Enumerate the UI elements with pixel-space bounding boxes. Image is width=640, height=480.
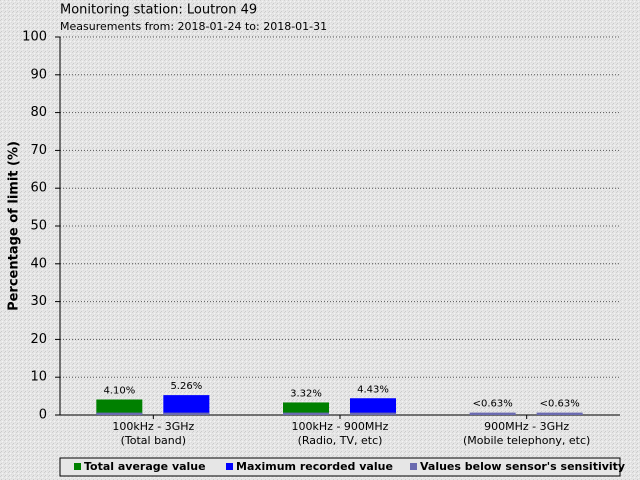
bar: [96, 412, 143, 415]
value-label: <0.63%: [473, 399, 513, 410]
bar: [469, 412, 516, 415]
bar: [163, 412, 210, 415]
bar: [350, 398, 396, 415]
y-tick-label: 40: [30, 256, 47, 271]
legend-swatch: [410, 463, 417, 470]
value-label: 4.10%: [103, 386, 135, 397]
y-axis-title: Percentage of limit (%): [7, 141, 22, 311]
value-label: 3.32%: [290, 388, 322, 399]
legend-label: Maximum recorded value: [236, 460, 393, 473]
chart-title: Monitoring station: Loutron 49: [60, 3, 257, 18]
legend-swatch: [74, 463, 81, 470]
bar: [96, 399, 143, 415]
y-tick-label: 50: [30, 219, 47, 234]
y-tick-label: 100: [22, 30, 47, 45]
value-label: 4.43%: [357, 384, 389, 395]
legend-label: Total average value: [84, 460, 206, 473]
y-tick-label: 60: [30, 181, 47, 196]
chart-subtitle: Measurements from: 2018-01-24 to: 2018-0…: [60, 20, 327, 33]
y-tick-label: 20: [30, 332, 47, 347]
bar: [163, 395, 210, 415]
bar: [350, 412, 396, 415]
y-tick-label: 80: [30, 105, 47, 120]
x-tick-label: (Mobile telephony, etc): [463, 434, 590, 447]
legend-swatch: [226, 463, 233, 470]
x-tick-label: 100kHz - 3GHz: [112, 420, 194, 433]
x-tick-label: (Radio, TV, etc): [298, 434, 383, 447]
x-tick-label: 100kHz - 900MHz: [292, 420, 389, 433]
bar: [283, 412, 329, 415]
y-tick-label: 70: [30, 143, 47, 158]
y-tick-label: 0: [39, 408, 47, 423]
bar: [536, 412, 583, 415]
y-tick-label: 30: [30, 294, 47, 309]
y-tick-label: 10: [30, 370, 47, 385]
x-tick-label: (Total band): [121, 434, 186, 447]
value-label: <0.63%: [540, 399, 580, 410]
legend-label: Values below sensor's sensitivity: [420, 460, 625, 473]
legend-box: [59, 457, 621, 477]
y-tick-label: 90: [30, 67, 47, 82]
x-tick-label: 900MHz - 3GHz: [484, 420, 569, 433]
bar: [283, 402, 329, 415]
value-label: 5.26%: [170, 381, 202, 392]
